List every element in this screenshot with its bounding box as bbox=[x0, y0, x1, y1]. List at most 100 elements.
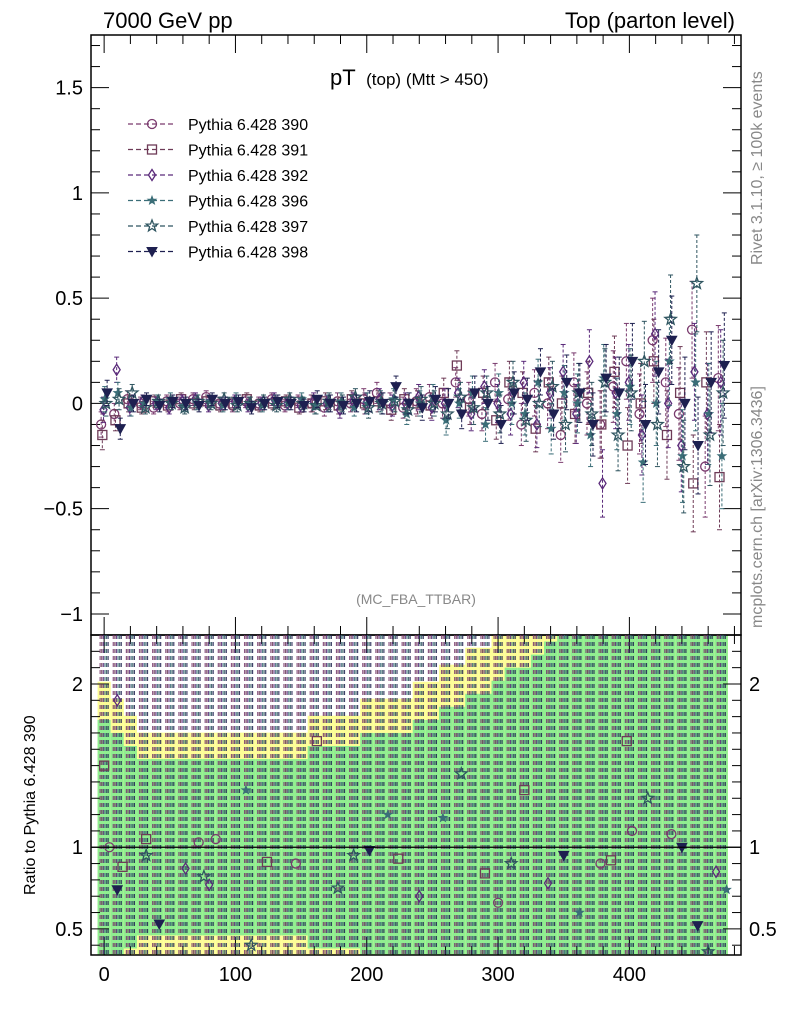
legend-label: Pythia 6.428 390 bbox=[188, 117, 308, 134]
ratio-band-inner bbox=[662, 635, 676, 955]
data-point bbox=[324, 398, 337, 410]
data-point bbox=[166, 396, 179, 408]
data-point bbox=[673, 408, 685, 420]
data-point bbox=[545, 386, 555, 400]
ratio-point bbox=[640, 790, 656, 805]
ratio-point bbox=[346, 847, 362, 862]
data-point bbox=[492, 406, 508, 421]
data-point bbox=[560, 377, 573, 389]
legend-entry: Pythia 6.428 392 bbox=[128, 168, 308, 185]
ratio-band-inner bbox=[714, 635, 728, 955]
data-point bbox=[639, 419, 652, 431]
data-point bbox=[677, 438, 686, 453]
ratio-band-inner bbox=[583, 635, 597, 955]
ratio-point bbox=[153, 919, 166, 931]
data-point bbox=[661, 429, 673, 441]
ratio-band-inner bbox=[360, 732, 374, 955]
data-point bbox=[232, 396, 245, 408]
legend-entry: Pythia 6.428 390 bbox=[128, 117, 308, 134]
data-point bbox=[649, 416, 665, 431]
data-point bbox=[112, 363, 121, 377]
main-y-tick-label: 1 bbox=[72, 183, 83, 205]
data-point bbox=[598, 476, 607, 491]
data-point bbox=[558, 387, 570, 398]
data-point bbox=[714, 471, 725, 483]
x-tick-label: 400 bbox=[613, 964, 646, 986]
legend-entry: Pythia 6.428 391 bbox=[128, 143, 308, 160]
rivet-version-label: Rivet 3.1.10, ≥ 100k events bbox=[749, 71, 766, 265]
ratio-band-inner bbox=[609, 635, 623, 955]
data-point bbox=[361, 399, 377, 414]
ratio-axis-ticks: 0 100 200 300 400 0.5 0.5 1 1 2 2 bbox=[55, 617, 777, 986]
main-y-tick-label: 0.5 bbox=[55, 288, 83, 310]
data-point bbox=[545, 423, 557, 434]
ratio-band-inner bbox=[517, 667, 531, 955]
data-point bbox=[298, 401, 310, 412]
data-point bbox=[416, 403, 429, 414]
data-point bbox=[623, 385, 639, 400]
ratio-point bbox=[557, 850, 570, 862]
ratio-point bbox=[196, 868, 212, 883]
ratio-band-inner bbox=[386, 732, 400, 955]
ratio-point bbox=[700, 943, 716, 955]
data-point bbox=[692, 441, 704, 452]
main-y-tick-label: −1 bbox=[60, 604, 83, 626]
data-point bbox=[660, 377, 671, 388]
data-point bbox=[480, 418, 491, 430]
data-point bbox=[271, 396, 284, 408]
ratio-band-inner bbox=[675, 635, 689, 955]
ratio-point bbox=[382, 808, 394, 820]
data-point bbox=[519, 375, 529, 390]
legend-marker bbox=[147, 168, 157, 182]
data-point bbox=[403, 398, 416, 410]
ratio-band-inner bbox=[701, 635, 715, 955]
ratio-point bbox=[98, 760, 110, 771]
data-point bbox=[702, 427, 718, 442]
ratio-y-tick-label-right: 1 bbox=[749, 837, 760, 859]
data-point bbox=[587, 419, 599, 431]
data-point bbox=[686, 324, 698, 335]
data-point bbox=[716, 450, 728, 461]
data-point bbox=[530, 423, 541, 434]
ratio-lines-series-2 bbox=[102, 635, 722, 955]
ratio-point bbox=[117, 861, 128, 872]
ratio-band-inner bbox=[110, 732, 124, 955]
ratio-plot-frame bbox=[90, 634, 742, 956]
ratio-y-tick-label: 1 bbox=[72, 837, 83, 859]
ratio-band-inner bbox=[635, 635, 650, 955]
ratio-point bbox=[112, 693, 122, 708]
ratio-band-inner bbox=[557, 635, 571, 955]
data-point bbox=[480, 379, 489, 394]
data-point bbox=[180, 398, 192, 410]
ratio-band-inner bbox=[438, 706, 453, 955]
ratio-band-inner bbox=[649, 635, 663, 955]
data-point bbox=[703, 408, 715, 419]
ratio-band-inner bbox=[504, 667, 518, 955]
data-point bbox=[206, 394, 219, 406]
ratio-point bbox=[240, 784, 252, 795]
ratio-y-tick-label-right: 0.5 bbox=[749, 919, 777, 941]
ratio-point bbox=[111, 885, 124, 896]
data-point bbox=[468, 388, 481, 399]
data-point bbox=[489, 377, 501, 388]
data-point bbox=[505, 374, 521, 389]
data-point bbox=[111, 391, 127, 406]
ratio-lines-series-1 bbox=[101, 635, 720, 955]
data-point bbox=[101, 388, 113, 399]
main-y-tick-label: 0 bbox=[72, 393, 83, 415]
series-4 bbox=[98, 234, 731, 514]
data-point bbox=[600, 373, 612, 385]
data-point bbox=[429, 394, 442, 406]
main-y-tick-label: 1.5 bbox=[55, 78, 83, 100]
data-point bbox=[610, 427, 626, 442]
data-point bbox=[440, 414, 452, 425]
data-point bbox=[451, 360, 463, 371]
data-point bbox=[634, 408, 645, 420]
ratio-point bbox=[492, 897, 504, 908]
data-point bbox=[531, 395, 547, 410]
data-point bbox=[479, 384, 495, 400]
ratio-lines-series-0 bbox=[99, 635, 718, 955]
ratio-point bbox=[479, 868, 491, 879]
plot-title-main: pT bbox=[330, 65, 356, 90]
x-tick-label: 300 bbox=[481, 964, 514, 986]
